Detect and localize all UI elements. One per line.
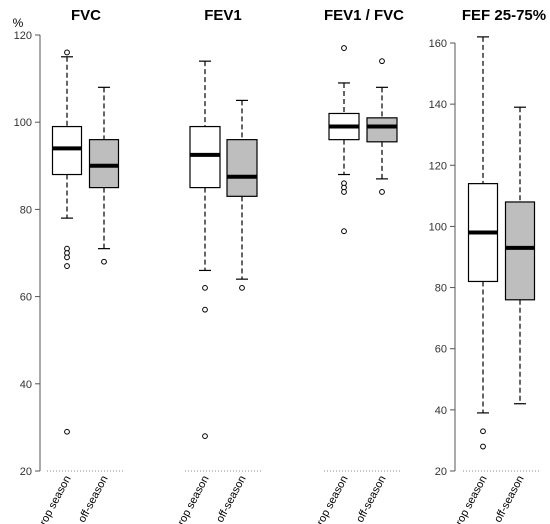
panel-title: FEF 25-75% — [462, 7, 546, 24]
outlier-point — [101, 258, 107, 265]
outlier-point — [202, 306, 208, 313]
outlier-point — [64, 263, 70, 269]
outlier-point — [202, 433, 208, 440]
x-category-label: crop season — [35, 474, 74, 524]
outlier-point — [341, 189, 347, 195]
box-iqr — [51, 125, 83, 176]
x-category-label: off-season — [354, 474, 389, 524]
y-tick-label: 60 — [435, 344, 447, 356]
outlier-point — [202, 284, 208, 291]
box-iqr — [366, 117, 398, 143]
y-tick-label: 40 — [435, 405, 447, 417]
outlier-point — [239, 284, 245, 291]
x-category-label: off-season — [76, 474, 111, 524]
y-tick-label: 80 — [20, 204, 32, 216]
outlier-point — [379, 189, 385, 195]
y-tick-label: 140 — [429, 99, 447, 111]
y-tick-label: 80 — [435, 283, 447, 295]
outlier-point — [379, 58, 385, 65]
x-category-label: off-season — [492, 474, 527, 524]
x-category-label: off-season — [214, 474, 249, 524]
box-iqr — [504, 201, 536, 301]
x-category-label: crop season — [173, 474, 212, 524]
outlier-point — [341, 45, 347, 51]
y-tick-label: 20 — [435, 466, 447, 478]
y-tick-label: 160 — [429, 38, 447, 50]
y-tick-label: 60 — [20, 292, 32, 304]
outlier-point — [64, 254, 70, 261]
y-tick-label: 40 — [20, 379, 32, 391]
x-category-label: crop season — [451, 474, 490, 524]
box-iqr — [189, 125, 221, 189]
outlier-point — [64, 49, 70, 56]
y-tick-label: 120 — [429, 160, 447, 172]
outlier-point — [480, 443, 486, 450]
y-tick-label: 20 — [20, 466, 32, 478]
x-category-label: crop season — [312, 474, 351, 524]
outlier-point — [64, 428, 70, 435]
panel-title: FEV1 — [204, 7, 242, 24]
outlier-point — [480, 428, 486, 435]
y-tick-label: 100 — [14, 117, 32, 129]
box-iqr — [88, 139, 120, 189]
panel-title: FEV1 / FVC — [324, 7, 404, 24]
y-unit-label: % — [13, 16, 24, 30]
outlier-point — [341, 228, 347, 235]
y-tick-label: 120 — [14, 30, 32, 42]
box-iqr — [226, 139, 258, 197]
panel-title: FVC — [71, 7, 101, 24]
y-tick-label: 100 — [429, 221, 447, 233]
